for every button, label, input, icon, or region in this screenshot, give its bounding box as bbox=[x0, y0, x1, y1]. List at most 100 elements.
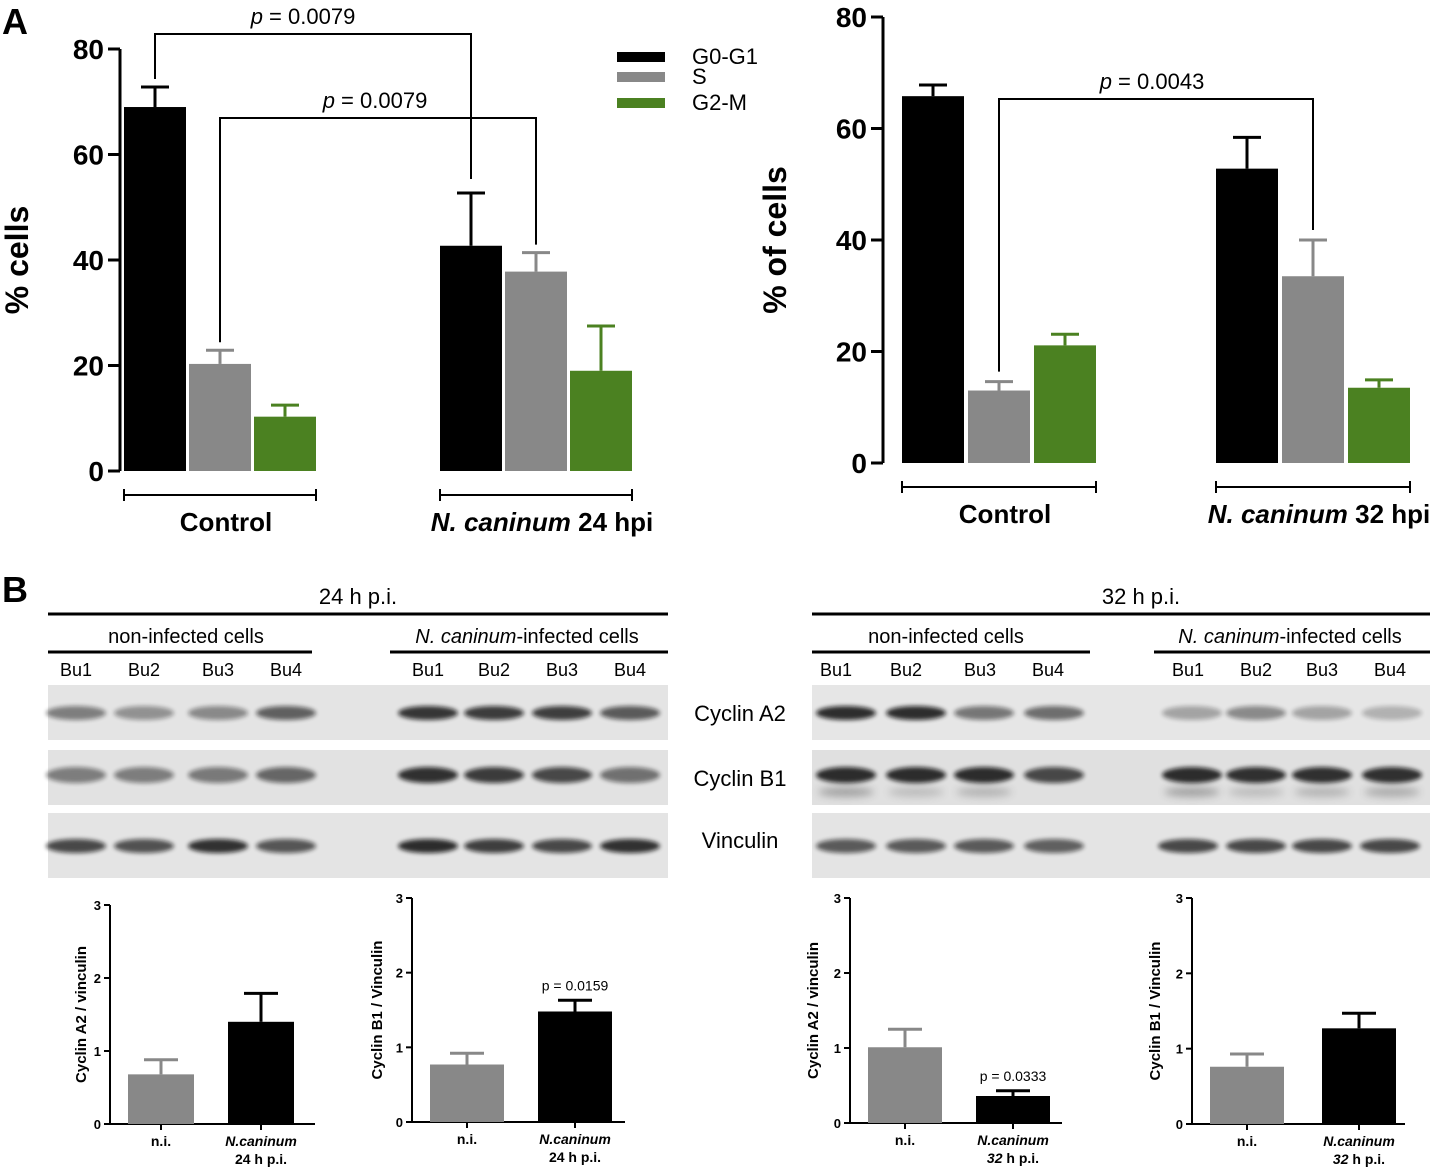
blot-band bbox=[600, 767, 660, 783]
bar-g2-m bbox=[570, 370, 632, 471]
blot-band bbox=[532, 839, 592, 853]
inf-label-24h: N. caninum-infected cells bbox=[415, 626, 638, 648]
blot-band bbox=[1292, 767, 1352, 783]
y-axis-label: Cyclin B1 / Vinculin bbox=[1147, 942, 1164, 1081]
protein-label-cyclin-a2: Cyclin A2 bbox=[694, 701, 786, 726]
inf-label-32h: N. caninum-infected cells bbox=[1178, 626, 1401, 648]
bar-g2-m bbox=[254, 416, 316, 471]
bar-s bbox=[1282, 276, 1344, 463]
blot-band bbox=[188, 706, 248, 720]
y-tick-label: 20 bbox=[836, 337, 867, 368]
blot-band bbox=[398, 706, 458, 720]
blot-band bbox=[1362, 767, 1422, 783]
lane-label: Bu4 bbox=[270, 660, 302, 680]
y-axis-label: Cyclin A2 / vinculin bbox=[805, 942, 822, 1079]
lane-label: Bu3 bbox=[546, 660, 578, 680]
lane-label: Bu1 bbox=[412, 660, 444, 680]
blot-band bbox=[256, 839, 316, 853]
legend-swatch-g2m bbox=[617, 98, 665, 108]
bar-infected bbox=[538, 1011, 612, 1122]
y-tick-label: 3 bbox=[1176, 891, 1183, 906]
blot-band bbox=[954, 767, 1014, 783]
lane-label: Bu4 bbox=[1032, 660, 1064, 680]
y-axis-label: % cells bbox=[0, 206, 35, 315]
group-label: N. caninum 32 hpi bbox=[1208, 499, 1431, 529]
y-axis-label: Cyclin B1 / Vinculin bbox=[369, 941, 386, 1080]
y-tick-label: 1 bbox=[396, 1040, 403, 1055]
blot-band bbox=[600, 706, 660, 720]
blot-band bbox=[1360, 839, 1420, 853]
y-tick-label: 60 bbox=[73, 140, 104, 171]
blot-band bbox=[1226, 706, 1286, 720]
blot-band bbox=[1294, 787, 1350, 797]
lane-label: Bu4 bbox=[614, 660, 646, 680]
blot-band bbox=[532, 706, 592, 720]
bar-infected bbox=[228, 1021, 294, 1124]
p-value-label: p = 0.0043 bbox=[1099, 69, 1205, 94]
blot-band bbox=[1158, 839, 1218, 853]
legend-label-g2m: G2-M bbox=[692, 90, 747, 115]
lane-label: Bu1 bbox=[60, 660, 92, 680]
lane-label: Bu1 bbox=[1172, 660, 1204, 680]
blot-band bbox=[816, 767, 876, 783]
y-tick-label: 3 bbox=[396, 891, 403, 906]
blot-band bbox=[46, 767, 106, 783]
blot-band bbox=[1228, 787, 1284, 797]
blot-band bbox=[256, 706, 316, 720]
ni-label-32h: non-infected cells bbox=[868, 626, 1024, 648]
blot-band bbox=[954, 706, 1014, 720]
y-tick-label: 0 bbox=[88, 456, 104, 487]
blot-band bbox=[1162, 706, 1222, 720]
cell-cycle-chart-32h: 0 20 40 60 80 % of cells Control N. caninum 32 … bbox=[757, 2, 1430, 529]
western-blots bbox=[46, 685, 1430, 878]
significance-bracket bbox=[154, 33, 472, 180]
y-tick-label: 80 bbox=[73, 34, 104, 65]
p-value-label: p = 0.0079 bbox=[250, 4, 356, 29]
time-label-24h: 24 h p.i. bbox=[319, 584, 397, 609]
cyclin-b1-ratio-chart-24h: 0 1 2 3 Cyclin B1 / Vinculin n.i. N.caninum 24 … bbox=[369, 891, 625, 1165]
y-tick-label: 0 bbox=[1176, 1117, 1183, 1132]
lane-label: Bu1 bbox=[820, 660, 852, 680]
protein-label-vinculin: Vinculin bbox=[702, 828, 779, 853]
p-value-label: p = 0.0159 bbox=[542, 977, 609, 993]
bar-s bbox=[968, 390, 1030, 463]
p-value-label: p = 0.0079 bbox=[322, 88, 428, 113]
blot-band bbox=[886, 839, 946, 853]
significance-bracket bbox=[219, 117, 537, 343]
blot-band bbox=[532, 767, 592, 783]
bar-infected bbox=[976, 1096, 1050, 1123]
blot-band bbox=[954, 839, 1014, 853]
blot-band bbox=[188, 767, 248, 783]
ni-label-24h: non-infected cells bbox=[108, 626, 264, 648]
blot-band bbox=[1024, 839, 1084, 853]
group-label: Control bbox=[959, 499, 1051, 529]
blot-band bbox=[46, 839, 106, 853]
p-value-label: p = 0.0333 bbox=[980, 1068, 1047, 1084]
blot-band bbox=[46, 706, 106, 720]
y-tick-label: 40 bbox=[836, 225, 867, 256]
y-tick-label: 40 bbox=[73, 245, 104, 276]
blot-band bbox=[256, 767, 316, 783]
lane-label: Bu2 bbox=[1240, 660, 1272, 680]
blot-band bbox=[1292, 706, 1352, 720]
x-category-label: n.i. bbox=[457, 1131, 477, 1147]
blot-band bbox=[1292, 839, 1352, 853]
x-category-label: N.caninum bbox=[977, 1132, 1049, 1148]
time-label-32h: 32 h p.i. bbox=[1102, 584, 1180, 609]
x-category-label: N.caninum bbox=[225, 1133, 297, 1149]
y-axis-label: % of cells bbox=[757, 166, 793, 314]
x-category-label: 24 h p.i. bbox=[235, 1151, 287, 1167]
bar-non-infected bbox=[1210, 1066, 1284, 1124]
lane-label: Bu3 bbox=[202, 660, 234, 680]
blot-band bbox=[816, 706, 876, 720]
lane-label: Bu2 bbox=[890, 660, 922, 680]
x-category-label: N.caninum bbox=[1323, 1133, 1395, 1149]
x-category-label: 24 h p.i. bbox=[549, 1149, 601, 1165]
bar-g0-g1 bbox=[1216, 168, 1278, 463]
y-tick-label: 1 bbox=[1176, 1042, 1183, 1057]
bar-infected bbox=[1322, 1028, 1396, 1124]
blot-band bbox=[888, 787, 944, 797]
legend-label-s: S bbox=[692, 64, 707, 89]
blot-band bbox=[600, 839, 660, 853]
